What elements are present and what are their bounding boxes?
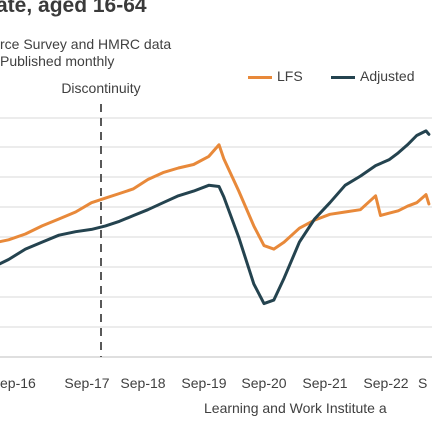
chart-subtitle-frequency: Published monthly	[0, 53, 115, 69]
x-tick-label: Sep-20	[241, 375, 286, 391]
legend-swatch-adjusted	[331, 75, 355, 79]
chart-title: ate, aged 16-64	[0, 0, 147, 17]
x-tick-label: Sep-17	[64, 375, 109, 391]
legend-swatch-lfs	[248, 75, 272, 79]
x-tick-label: ep-16	[0, 375, 36, 391]
series-line-lfs	[0, 143, 431, 251]
x-tick-label: Sep-21	[302, 375, 347, 391]
x-tick-label: Sep-19	[181, 375, 226, 391]
x-tick-label: Sep-18	[120, 375, 165, 391]
series-line-adjusted	[0, 129, 431, 306]
legend-item-adjusted: Adjusted	[331, 68, 414, 84]
legend-label-lfs: LFS	[277, 68, 303, 84]
x-tick-label: Sep-22	[363, 375, 408, 391]
x-tick-label: S	[418, 375, 427, 391]
legend-item-lfs: LFS	[248, 68, 303, 84]
chart-subtitle: rce Survey and HMRC data	[0, 36, 172, 52]
legend-label-adjusted: Adjusted	[360, 68, 415, 84]
discontinuity-label: Discontinuity	[61, 80, 140, 96]
source-note: Learning and Work Institute a	[204, 400, 387, 416]
